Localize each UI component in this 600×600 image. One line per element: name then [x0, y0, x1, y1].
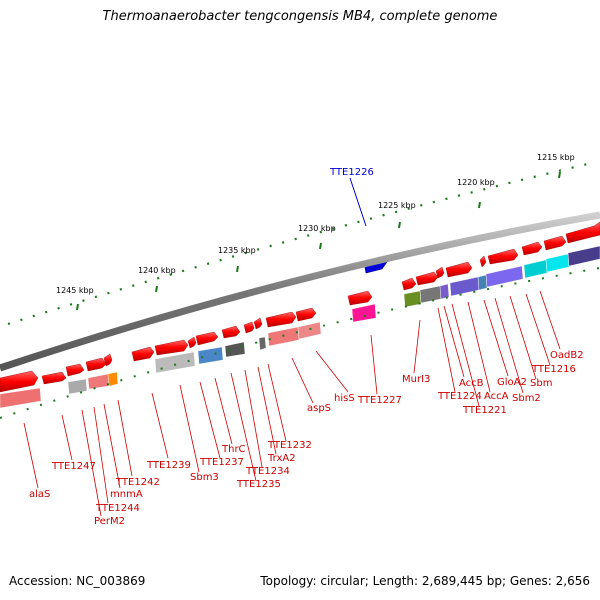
category-block[interactable]: [403, 290, 422, 308]
gene-arrow[interactable]: [253, 317, 263, 330]
scale-label-1235: 1235 kbp: [218, 246, 256, 255]
scale-tick-labels: 1215 kbp 1220 kbp 1225 kbp 1230 kbp 1235…: [56, 153, 575, 295]
scale-label-1225: 1225 kbp: [378, 201, 416, 210]
scale-label-1215: 1215 kbp: [537, 153, 575, 162]
gene-arrow[interactable]: [65, 363, 85, 377]
gene-arrow[interactable]: [41, 371, 67, 385]
category-block[interactable]: [224, 341, 246, 358]
genome-backbone: [0, 211, 600, 372]
category-block[interactable]: [87, 373, 110, 390]
gene-label-thrc[interactable]: ThrC: [221, 444, 246, 455]
category-block[interactable]: [67, 378, 88, 395]
gene-arrow[interactable]: [131, 346, 155, 362]
gene-label-tte1235[interactable]: TTE1235: [236, 479, 281, 490]
accession-label: Accession: NC_003869: [9, 574, 146, 588]
highlight-gene-label[interactable]: TTE1226: [329, 167, 374, 178]
genome-stats-label: Topology: circular; Length: 2,689,445 bp…: [260, 574, 590, 588]
category-block[interactable]: [258, 336, 267, 351]
gene-label-tte1237[interactable]: TTE1237: [199, 457, 244, 468]
gene-label-mnma[interactable]: mnmA: [110, 489, 143, 500]
gene-arrow[interactable]: [195, 331, 219, 346]
gene-arrow[interactable]: [521, 241, 543, 256]
category-block[interactable]: [439, 283, 450, 300]
gene-label-alas[interactable]: alaS: [29, 489, 50, 500]
gene-arrow[interactable]: [435, 266, 445, 279]
gene-label-trxa2[interactable]: TrxA2: [267, 453, 296, 464]
gene-label-tte1224[interactable]: TTE1224: [437, 391, 482, 402]
gene-arrow[interactable]: [487, 248, 519, 265]
gene-label-tte1242[interactable]: TTE1242: [115, 477, 160, 488]
gene-label-group: OadB2 TTE1216 Sbm Sbm2 GloA2 AccA TTE122…: [29, 350, 584, 527]
gene-label-sbm[interactable]: Sbm: [530, 378, 552, 389]
gene-label-asps[interactable]: aspS: [307, 403, 331, 414]
gene-arrow[interactable]: [565, 221, 600, 244]
gene-arrow[interactable]: [243, 321, 255, 334]
gene-label-tte1234[interactable]: TTE1234: [245, 466, 290, 477]
gene-arrow[interactable]: [543, 235, 567, 251]
scale-label-1240: 1240 kbp: [138, 266, 176, 275]
gene-arrow[interactable]: [221, 325, 241, 339]
gene-label-tte1232[interactable]: TTE1232: [267, 440, 312, 451]
scale-major-ticks: [76, 171, 561, 311]
gene-arrow[interactable]: [0, 370, 39, 393]
gene-label-tte1239[interactable]: TTE1239: [146, 460, 191, 471]
gene-label-tte1227[interactable]: TTE1227: [357, 395, 402, 406]
label-leaders: [23, 290, 561, 517]
scale-label-1245: 1245 kbp: [56, 286, 94, 295]
category-block[interactable]: [567, 245, 600, 267]
forward-gene-row: [0, 221, 600, 393]
gene-arrow[interactable]: [479, 255, 487, 268]
category-block[interactable]: [297, 321, 322, 340]
category-block[interactable]: [197, 346, 224, 365]
gene-arrow[interactable]: [154, 339, 189, 356]
category-block[interactable]: [154, 351, 196, 374]
highlight-leader: [349, 177, 367, 227]
scale-arc: [7, 160, 597, 326]
gene-arrow[interactable]: [103, 353, 113, 367]
gene-label-acca[interactable]: AccA: [484, 391, 509, 402]
gene-label-tte1247[interactable]: TTE1247: [51, 461, 96, 472]
scale-label-1230: 1230 kbp: [298, 224, 336, 233]
gene-arrow[interactable]: [401, 277, 417, 291]
gene-arrow[interactable]: [265, 311, 297, 328]
gene-label-gloa2[interactable]: GloA2: [497, 377, 527, 388]
category-block[interactable]: [523, 259, 548, 279]
map-title: Thermoanaerobacter tengcongensis MB4, co…: [102, 9, 498, 24]
gene-label-sbm3[interactable]: Sbm3: [190, 472, 219, 483]
gene-arrow[interactable]: [445, 261, 473, 278]
gene-label-tte1216[interactable]: TTE1216: [531, 364, 576, 375]
gene-label-perm2[interactable]: PerM2: [94, 516, 125, 527]
scale-label-1220: 1220 kbp: [457, 178, 495, 187]
inner-scale-arc: [0, 267, 600, 419]
gene-arrow[interactable]: [415, 271, 439, 286]
gene-label-oadb2[interactable]: OadB2: [550, 350, 584, 361]
category-block[interactable]: [107, 371, 119, 387]
gene-arrow[interactable]: [85, 357, 107, 372]
category-block[interactable]: [449, 276, 480, 297]
gene-label-sbm2[interactable]: Sbm2: [512, 393, 541, 404]
category-block[interactable]: [419, 285, 442, 304]
gene-arrow[interactable]: [295, 307, 317, 322]
gene-label-muri3[interactable]: MurI3: [402, 374, 430, 385]
category-block[interactable]: [0, 387, 42, 409]
gene-label-tte1221[interactable]: TTE1221: [462, 405, 507, 416]
category-block[interactable]: [351, 303, 377, 323]
gene-label-hiss[interactable]: hisS: [334, 393, 355, 404]
gene-label-accb[interactable]: AccB: [459, 378, 484, 389]
gene-arrow[interactable]: [347, 290, 373, 306]
gene-label-tte1244[interactable]: TTE1244: [95, 503, 140, 514]
category-block[interactable]: [545, 253, 570, 273]
gene-arrow[interactable]: [187, 336, 197, 349]
category-block[interactable]: [477, 274, 488, 291]
category-block[interactable]: [485, 265, 524, 288]
